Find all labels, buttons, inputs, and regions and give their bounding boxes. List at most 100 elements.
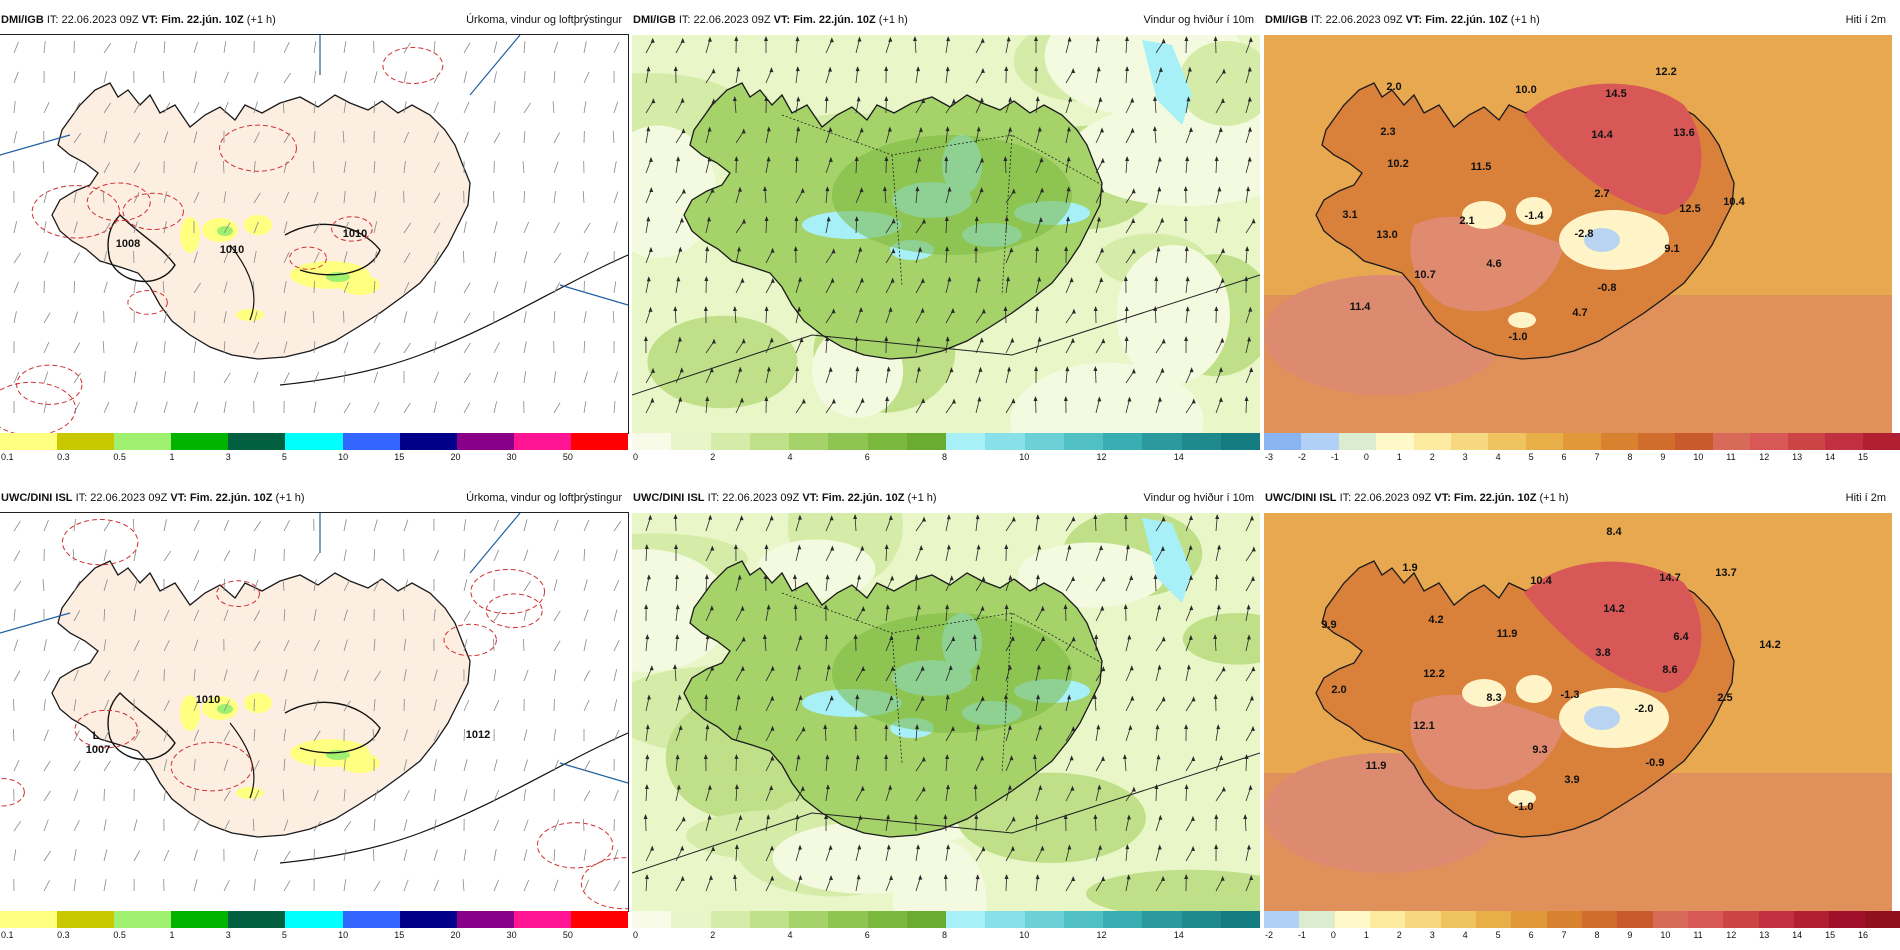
colorbar-tick-label: 14 — [1792, 930, 1803, 940]
panel-title: Vindur og hviður í 10m — [1143, 492, 1254, 504]
wind-arrow-head — [1213, 634, 1218, 640]
wind-arrow-head — [1004, 544, 1009, 550]
wind-arrow-head — [1160, 545, 1165, 551]
wind-arrow — [645, 69, 649, 84]
wind-arrow — [855, 69, 859, 84]
wind-arrow-head — [974, 216, 979, 222]
wind-arrow — [163, 371, 167, 384]
wind-arrow-head — [947, 276, 952, 282]
wind-arrow-head — [945, 754, 950, 760]
wind-arrow-head — [1067, 36, 1072, 42]
wind-arrow-head — [644, 874, 649, 880]
colorbar-segment — [1440, 911, 1476, 928]
wind-arrow-head — [1183, 186, 1188, 192]
wind-arrow-head — [737, 574, 742, 580]
wind-arrow — [222, 160, 225, 174]
wind-arrow-head — [793, 246, 798, 252]
map-value-label: 11.5 — [1471, 161, 1492, 173]
panel-title: Úrkoma, vindur og loftþrýstingur — [466, 492, 622, 504]
wind-arrow-head — [1247, 156, 1252, 162]
wind-arrow — [73, 280, 76, 294]
wind-arrow — [283, 819, 289, 832]
wind-arrow — [433, 549, 440, 562]
wind-arrow-head — [769, 515, 774, 521]
wind-arrow — [1065, 159, 1070, 174]
wind-arrow — [403, 311, 408, 324]
wind-arrow — [73, 669, 79, 682]
wind-arrow-head — [770, 725, 775, 731]
wind-arrow-head — [1153, 574, 1158, 580]
wind-arrow — [1245, 877, 1252, 892]
colorbar-tick-label: 10 — [1660, 930, 1671, 940]
wind-arrow — [1125, 130, 1133, 144]
wind-arrow — [403, 669, 407, 682]
wind-arrow — [613, 729, 620, 742]
wind-arrow — [523, 131, 526, 144]
map-area[interactable]: 2.0 10.0 14.5 12.2 2.3 14.4 13.6 10.2 11.5 2.7 10.… — [1264, 35, 1892, 433]
graticule — [469, 35, 521, 96]
wind-arrow — [1215, 399, 1222, 414]
wind-arrow — [313, 41, 317, 54]
wind-arrow — [523, 580, 531, 592]
map-value-label: -1.0 — [1509, 331, 1528, 343]
wind-arrow — [1035, 99, 1039, 114]
wind-arrow — [553, 759, 559, 772]
wind-arrow — [795, 667, 800, 682]
wind-arrow — [73, 519, 76, 532]
wind-arrow — [103, 879, 107, 892]
wind-arrow-head — [1189, 514, 1194, 520]
wind-arrow-head — [643, 814, 648, 820]
wind-arrow — [463, 519, 467, 532]
wind-arrow-head — [1191, 696, 1196, 702]
wind-arrow-head — [1036, 574, 1041, 580]
wind-arrow — [915, 189, 918, 204]
map-area[interactable]: L 1007 1010 1012 — [0, 512, 629, 912]
wind-arrow — [163, 609, 170, 622]
map-area[interactable]: 1008 1010 1010 — [0, 34, 629, 434]
wind-arrow-head — [1093, 306, 1098, 312]
wind-arrow-head — [888, 514, 893, 520]
wind-arrow-head — [769, 785, 774, 791]
wind-arrow — [855, 158, 858, 174]
wind-arrow-head — [707, 814, 712, 820]
wind-arrow-head — [681, 128, 686, 134]
wind-arrow — [223, 669, 228, 682]
wind-arrow — [13, 550, 21, 562]
wind-arrow — [312, 311, 315, 324]
wind-arrow — [855, 218, 858, 234]
wind-arrow — [163, 759, 168, 772]
wind-arrow-head — [1219, 366, 1224, 372]
wind-arrow-head — [707, 156, 712, 162]
wind-arrow — [1154, 129, 1157, 144]
wind-arrow — [193, 191, 200, 204]
wind-arrow — [645, 546, 648, 562]
wind-arrow-head — [676, 156, 681, 162]
wind-arrow-head — [705, 634, 710, 640]
wind-arrow-head — [1247, 66, 1252, 72]
wind-arrow — [493, 699, 500, 712]
colorbar-segment — [1638, 433, 1676, 450]
colorbar-tick-label: 8 — [1627, 452, 1633, 462]
map-area[interactable] — [632, 35, 1260, 433]
wind-arrow-head — [675, 574, 680, 580]
wind-arrow — [735, 189, 741, 204]
wind-arrow — [133, 640, 140, 652]
wind-arrow-head — [762, 186, 767, 192]
wind-arrow — [1185, 69, 1191, 84]
wind-arrow — [433, 401, 438, 414]
wind-arrow — [463, 849, 467, 862]
map-value-label: 14.2 — [1759, 639, 1780, 651]
wind-arrow — [43, 729, 49, 742]
colorbar-segment — [1511, 911, 1547, 928]
wind-arrow — [1245, 69, 1251, 84]
map-area[interactable] — [632, 513, 1260, 911]
wind-arrow-head — [973, 784, 978, 790]
precip-area — [180, 695, 200, 731]
temp-contour — [580, 857, 628, 910]
wind-arrow — [223, 372, 231, 384]
colorbar-tick-label: 10 — [338, 930, 349, 940]
wind-arrow-head — [651, 367, 656, 373]
wind-arrow-head — [946, 544, 951, 550]
wind-arrow — [433, 192, 441, 204]
map-area[interactable]: 8.4 1.9 14.7 13.7 10.4 9.9 4.2 14.2 11.9 6.4 14.2 3… — [1264, 513, 1892, 911]
